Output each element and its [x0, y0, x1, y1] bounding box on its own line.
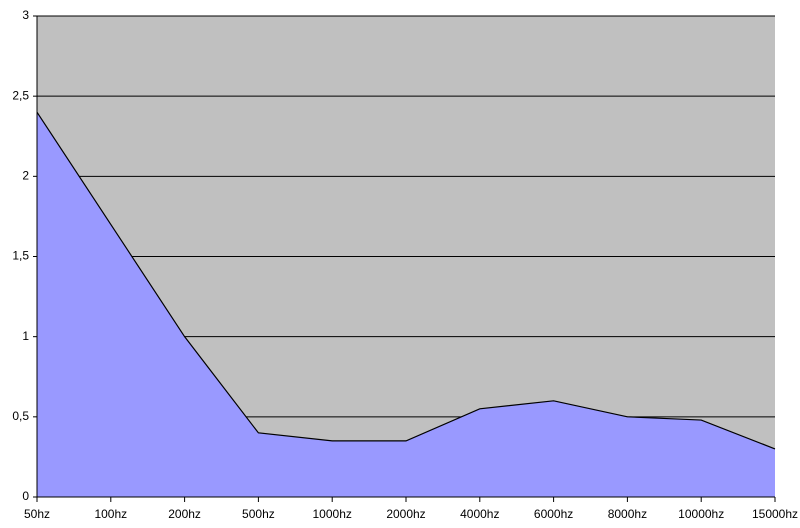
line [36, 111, 776, 450]
x-tick-label: 2000hz [386, 507, 425, 521]
x-tick-label: 4000hz [460, 507, 499, 521]
y-tick-label: 0 [22, 489, 29, 503]
y-tick-label: 2 [22, 169, 29, 183]
y-tick-label: 3 [22, 8, 29, 22]
x-tick-label: 1000hz [313, 507, 352, 521]
x-tick-label: 6000hz [534, 507, 573, 521]
y-tick-label: 2,5 [12, 88, 29, 102]
x-tick-label: 50hz [24, 507, 50, 521]
x-tick-label: 100hz [94, 507, 127, 521]
area [37, 112, 775, 497]
x-tick-label: 200hz [168, 507, 201, 521]
x-tick-label: 500hz [242, 507, 275, 521]
y-tick-label: 1 [22, 329, 29, 343]
y-tick-label: 1,5 [12, 249, 29, 263]
x-tick-label: 10000hz [678, 507, 724, 521]
x-tick-label: 8000hz [608, 507, 647, 521]
x-tick-label: 15000hz [752, 507, 798, 521]
y-tick-label: 0,5 [12, 409, 29, 423]
